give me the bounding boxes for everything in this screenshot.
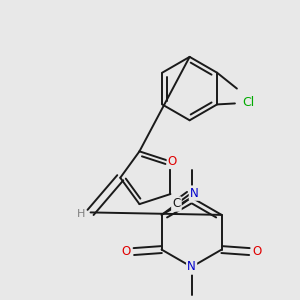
Text: O: O — [168, 155, 177, 168]
Text: H: H — [76, 209, 85, 219]
Text: O: O — [121, 245, 130, 258]
Text: O: O — [253, 245, 262, 258]
Text: N: N — [190, 187, 199, 200]
Text: C: C — [172, 197, 181, 211]
Text: Cl: Cl — [243, 96, 255, 109]
Text: N: N — [187, 260, 196, 273]
